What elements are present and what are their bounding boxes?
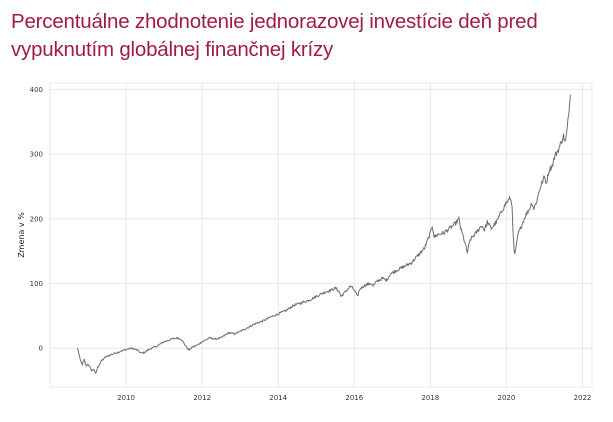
y-tick-label: 0 [39,345,43,353]
x-tick-label: 2012 [193,394,211,402]
x-tick-label: 2018 [421,394,439,402]
y-axis-ticks: 0 100 200 300 400 [30,86,43,353]
x-tick-label: 2016 [345,394,363,402]
plot-frame [49,82,593,388]
y-tick-label: 100 [30,280,43,288]
x-tick-label: 2014 [269,394,287,402]
x-tick-label: 2022 [574,394,592,402]
x-axis-ticks: 2010 2012 2014 2016 2018 2020 2022 [117,394,591,402]
y-tick-label: 400 [30,86,43,94]
series-line [76,94,571,374]
chart-title: Percentuálne zhodnotenie jednorazovej in… [11,10,538,61]
y-tick-label: 300 [30,151,43,159]
grid [50,83,592,387]
x-tick-label: 2020 [498,394,516,402]
y-axis-label: Zmena v % [17,212,26,258]
y-tick-label: 200 [30,215,43,223]
x-tick-label: 2010 [117,394,135,402]
